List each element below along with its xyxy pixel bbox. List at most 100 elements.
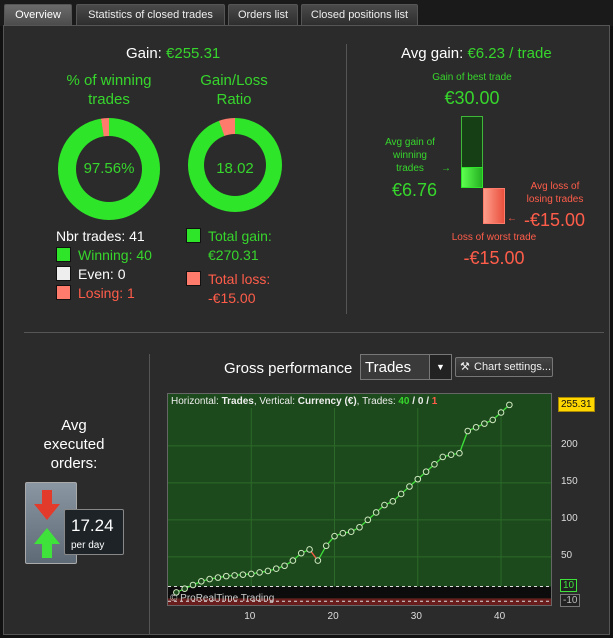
watermark: © ProRealTime Trading (170, 593, 275, 604)
even-count: Even: 0 (78, 266, 126, 282)
losing-count: Losing: 1 (78, 285, 135, 301)
data-point (231, 572, 238, 579)
data-point (414, 475, 422, 483)
total-loss-square-icon (186, 271, 201, 286)
winning-pct-value: 97.56% (83, 160, 135, 177)
data-point (439, 453, 447, 461)
avg-orders-line2: executed (43, 436, 105, 453)
data-point (264, 567, 272, 575)
data-point (339, 529, 347, 537)
winning-pct-title-line2: trades (88, 91, 130, 108)
data-point (314, 557, 322, 564)
y-tick-label: 150 (561, 475, 578, 487)
data-point (189, 581, 197, 589)
data-point (289, 557, 297, 564)
avg-win-value: €6.76 (392, 180, 438, 200)
data-point (281, 562, 288, 570)
avg-win-label-line2: winning (393, 150, 427, 161)
gain-loss-title-line2: Ratio (216, 91, 252, 108)
gain-loss-ring-hole (204, 134, 266, 196)
data-point (456, 449, 463, 457)
chart-header-v-value: Currency (€) (297, 396, 357, 407)
select-dropdown-button[interactable]: ▼ (429, 355, 451, 379)
chart-header-h-label: Horizontal: (171, 396, 219, 407)
tab-orders-list[interactable]: Orders list (228, 4, 298, 25)
total-gain-label: Total gain: (208, 228, 272, 244)
tab-closed-positions-list[interactable]: Closed positions list (301, 4, 418, 25)
best-trade-label: Gain of best trade (432, 72, 512, 83)
avg-orders-line3: orders: (50, 455, 98, 472)
avg-loss-value: -€15.00 (524, 210, 586, 230)
chart-settings-button[interactable]: ⚒ Chart settings... (455, 357, 553, 377)
avg-win-label: Avg gain of winning trades (379, 136, 441, 175)
zero-band (168, 586, 551, 599)
y-axis: 200 150 100 50 10 -10 255.31 (553, 393, 608, 608)
x-tick-label: 10 (244, 611, 256, 622)
data-point (181, 585, 188, 593)
data-point (464, 427, 472, 435)
data-point (256, 569, 263, 576)
winning-pct-title: % of winning trades (54, 71, 164, 109)
trades-select[interactable]: Trades ▼ (360, 354, 452, 380)
data-point (322, 542, 330, 550)
gross-performance-chart[interactable]: Horizontal: Trades, Vertical: Currency (… (167, 393, 552, 606)
x-tick-label: 20 (327, 611, 339, 622)
data-point (497, 409, 505, 416)
avg-orders-title: Avg executed orders: (19, 416, 129, 473)
losing-square-icon (56, 285, 71, 300)
data-point (406, 483, 413, 490)
data-point (222, 572, 230, 580)
avg-win-arrow-icon: → (441, 163, 451, 174)
gain-loss-title-line1: Gain/Loss (200, 72, 268, 89)
gross-performance-title: Gross performance (224, 360, 353, 377)
buy-sell-arrows-icon (34, 490, 60, 558)
data-point (397, 490, 405, 498)
winning-count: Winning: 40 (78, 247, 152, 263)
data-point (381, 501, 388, 509)
best-trade-value: €30.00 (444, 88, 500, 108)
data-point (472, 424, 480, 431)
data-point (389, 498, 397, 505)
reference-line-label: 10 (560, 579, 578, 593)
chart-plot (168, 401, 551, 605)
wrench-icon: ⚒ (460, 361, 470, 373)
data-point (214, 574, 222, 581)
worst-trade-value: -€15.00 (463, 248, 525, 268)
reference-line-label: -10 (560, 594, 581, 608)
data-point (506, 401, 513, 409)
tab-overview[interactable]: Overview (4, 4, 72, 25)
gain-summary: Gain: €255.31 (126, 45, 220, 62)
chart-header-t-even: 0 (417, 396, 424, 407)
data-point (481, 420, 488, 427)
data-point (206, 575, 213, 583)
orders-per-day-box: 17.24 per day (64, 509, 124, 555)
chart-header-h-value: Trades (221, 396, 254, 407)
avg-loss-label-line2: losing trades (526, 194, 584, 205)
data-point (173, 589, 180, 596)
tab-bar: Overview Statistics of closed trades Ord… (0, 0, 613, 26)
data-point (347, 528, 355, 536)
total-loss-label: Total loss: (208, 271, 271, 287)
data-point (331, 532, 338, 540)
chart-header-t-lose: 1 (431, 396, 438, 407)
chart-settings-label: Chart settings... (474, 361, 552, 373)
data-point (372, 509, 380, 516)
worst-loss-bar (483, 188, 505, 224)
data-point (422, 468, 430, 476)
winning-square-icon (56, 247, 71, 262)
y-tick-label: 200 (561, 438, 578, 450)
orders-per-day-value: 17.24 (71, 516, 114, 535)
gain-value: €255.31 (166, 45, 221, 62)
even-square-icon (56, 266, 71, 281)
nbr-trades: Nbr trades: 41 (56, 228, 145, 244)
divider-vertical-bottom (149, 354, 150, 634)
avg-gain-bar (461, 167, 483, 188)
data-point (447, 451, 455, 459)
data-point (364, 516, 372, 524)
avg-win-label-line1: Avg gain of (385, 137, 435, 148)
x-tick-label: 40 (494, 611, 506, 622)
data-point (306, 546, 313, 553)
winning-pct-title-line1: % of winning (66, 72, 152, 89)
tab-statistics-closed-trades[interactable]: Statistics of closed trades (76, 4, 225, 25)
data-point (239, 571, 247, 578)
